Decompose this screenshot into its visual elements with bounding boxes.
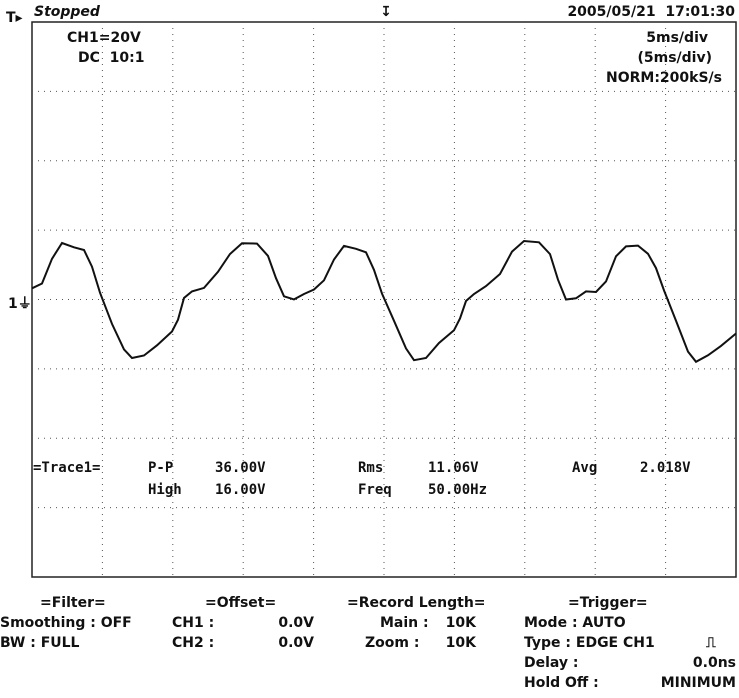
measure-label: High [148, 482, 182, 498]
coupling: DC 10:1 [78, 50, 144, 66]
setting: CH1 : [172, 615, 214, 631]
setting: Smoothing : OFF [0, 615, 132, 631]
measure-value: 16.00V [215, 482, 266, 498]
trigger-marker: T▸ [6, 10, 23, 26]
measure-label: P-P [148, 460, 173, 476]
setting-value: 10K [446, 635, 477, 651]
channel: CH1=20V [67, 30, 141, 46]
setting-value: 10K [446, 615, 477, 631]
setting: Type : EDGE CH1 [524, 635, 655, 651]
edge-icon: ⎍ [706, 635, 716, 651]
measure-value: 2.018V [640, 460, 691, 476]
measure-label: Avg [572, 460, 597, 476]
setting: Main : [380, 615, 429, 631]
setting-value: 0.0V [278, 635, 314, 651]
ground-marker: 1⏚ [8, 296, 32, 312]
section-title: =Trigger= [568, 595, 648, 611]
section-title: =Record Length= [347, 595, 486, 611]
setting: Mode : AUTO [524, 615, 626, 631]
setting-value: MINIMUM [661, 675, 736, 691]
trigger-pos: ↧ [380, 4, 392, 20]
setting: Delay : [524, 655, 579, 671]
waveform [31, 239, 737, 364]
measure-value: 11.06V [428, 460, 479, 476]
setting: Zoom : [365, 635, 419, 651]
status: Stopped [34, 4, 101, 20]
setting-value: 0.0V [278, 615, 314, 631]
section-title: =Filter= [40, 595, 106, 611]
measure-label: Freq [358, 482, 392, 498]
measure-label: Rms [358, 460, 383, 476]
timebase: 5ms/div [646, 30, 708, 46]
setting: Hold Off : [524, 675, 599, 691]
section-title: =Offset= [205, 595, 276, 611]
trace-label: =Trace1= [33, 460, 100, 476]
sample-rate: NORM:200kS/s [606, 70, 722, 86]
setting: CH2 : [172, 635, 214, 651]
timestamp: 2005/05/21 17:01:30 [567, 4, 735, 20]
setting-value: 0.0ns [693, 655, 736, 671]
graticule [32, 22, 736, 577]
measure-value: 50.00Hz [428, 482, 487, 498]
setting: BW : FULL [0, 635, 80, 651]
measure-value: 36.00V [215, 460, 266, 476]
timebase-zoom: (5ms/div) [637, 50, 712, 66]
